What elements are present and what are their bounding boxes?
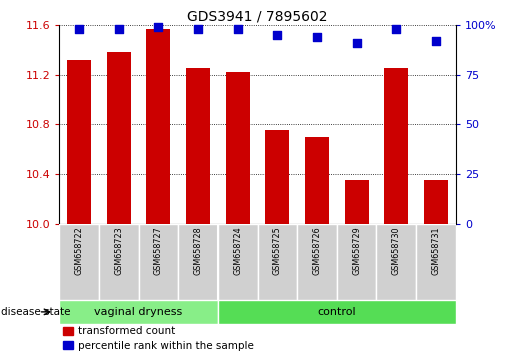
Bar — [416, 224, 456, 300]
Bar — [297, 224, 337, 300]
Point — [114, 26, 123, 32]
Bar — [63, 341, 73, 349]
Point — [194, 26, 202, 32]
Text: GSM658729: GSM658729 — [352, 226, 361, 275]
Bar — [186, 68, 210, 224]
Bar — [376, 224, 416, 300]
Bar — [63, 327, 73, 335]
Bar — [59, 300, 218, 324]
Text: disease state: disease state — [1, 307, 71, 317]
Point — [233, 26, 242, 32]
Text: GSM658724: GSM658724 — [233, 226, 242, 275]
Point — [75, 26, 83, 32]
Point — [432, 38, 440, 44]
Point — [392, 26, 401, 32]
Bar — [305, 137, 329, 224]
Text: GSM658731: GSM658731 — [432, 226, 440, 274]
Bar — [384, 68, 408, 224]
Bar — [265, 131, 289, 224]
Text: transformed count: transformed count — [78, 326, 176, 336]
Bar — [59, 224, 99, 300]
Text: GSM658725: GSM658725 — [273, 226, 282, 275]
Bar — [218, 224, 258, 300]
Bar — [139, 224, 178, 300]
Text: percentile rank within the sample: percentile rank within the sample — [78, 341, 254, 350]
Text: vaginal dryness: vaginal dryness — [94, 307, 183, 317]
Text: GSM658730: GSM658730 — [392, 226, 401, 274]
Bar — [67, 59, 91, 224]
Bar — [146, 29, 170, 224]
Bar — [337, 224, 376, 300]
Text: control: control — [317, 307, 356, 317]
Bar — [178, 224, 218, 300]
Bar — [99, 224, 139, 300]
Text: GSM658722: GSM658722 — [75, 226, 83, 275]
Bar — [218, 300, 456, 324]
Text: GSM658728: GSM658728 — [194, 226, 202, 275]
Point — [154, 24, 162, 30]
Point — [273, 32, 281, 38]
Title: GDS3941 / 7895602: GDS3941 / 7895602 — [187, 10, 328, 24]
Bar — [424, 180, 448, 224]
Text: GSM658723: GSM658723 — [114, 226, 123, 275]
Bar — [107, 52, 131, 224]
Point — [313, 34, 321, 40]
Point — [352, 40, 360, 46]
Bar — [226, 72, 250, 224]
Text: GSM658727: GSM658727 — [154, 226, 163, 275]
Bar — [345, 180, 369, 224]
Text: GSM658726: GSM658726 — [313, 226, 321, 275]
Bar — [258, 224, 297, 300]
